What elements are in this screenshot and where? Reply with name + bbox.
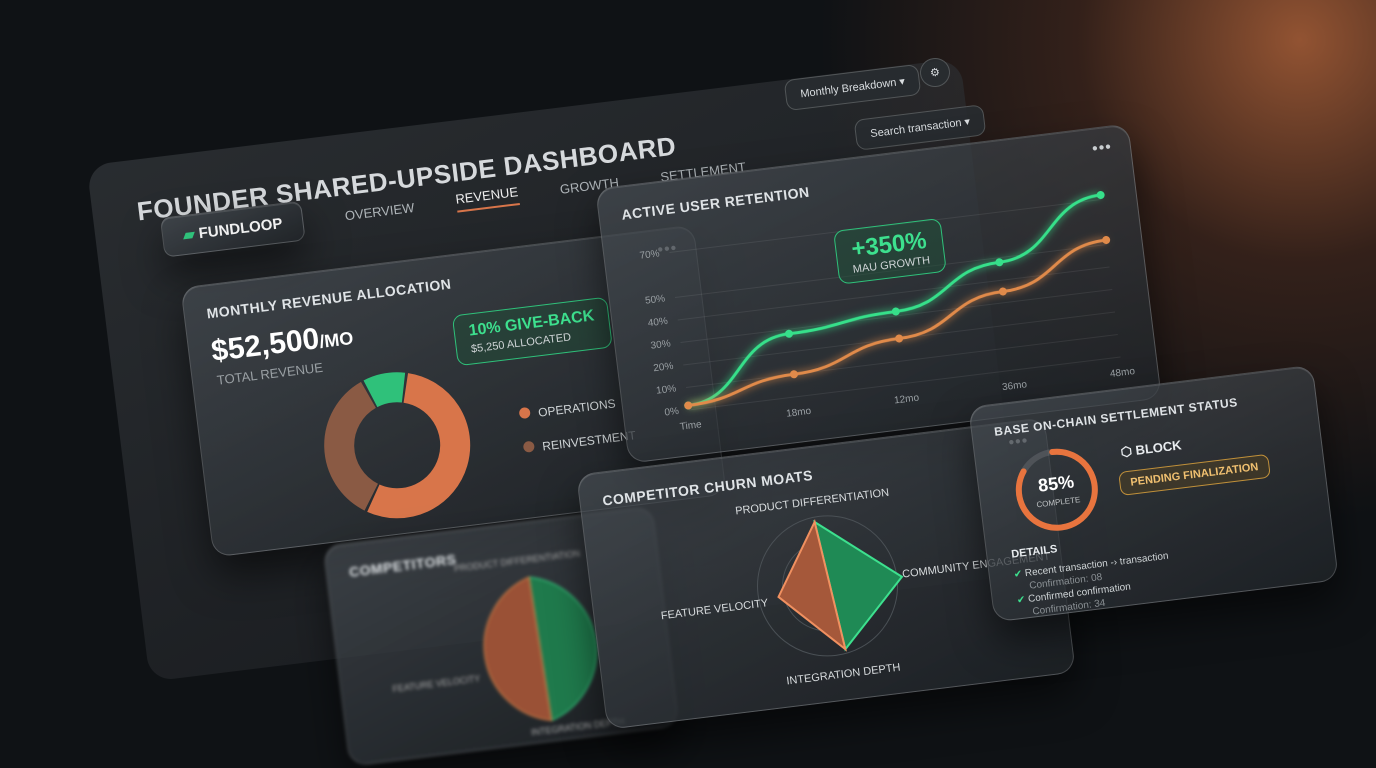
card-title: BASE ON-CHAIN SETTLEMENT STATUS [993,395,1239,439]
ring-progress [1015,448,1098,531]
giveback-callout: 10% GIVE-BACK $5,250 ALLOCATED [451,296,614,367]
status-badge: PENDING FINALIZATION [1118,453,1271,496]
axis-label: PRODUCT DIFFERENTIATION [453,548,580,573]
revenue-card: MONTHLY REVENUE ALLOCATION ••• $52,500/M… [180,224,727,558]
series-point [789,370,798,379]
ring-value: 85% [1037,471,1075,495]
x-tick-label: 36mo [1001,379,1028,393]
legend-swatch [522,440,535,453]
donut-chart [324,372,471,519]
ring-caption: COMPLETE [1036,495,1081,509]
grid-line [685,333,1118,388]
settlement-card: BASE ON-CHAIN SETTLEMENT STATUS 85% COMPL… [968,364,1339,623]
donut-segment [367,373,471,519]
axis-label: FEATURE VELOCITY [660,597,769,622]
series-point [895,334,904,343]
brand-icon: ▰ [182,225,196,245]
donut-segment [363,372,406,408]
series-point [1096,190,1105,199]
x-tick-label: Time [679,419,702,433]
grid-line [688,356,1121,411]
legend-swatch [518,406,531,420]
x-tick-label: 18mo [786,406,813,420]
x-tick-label: 48mo [1109,366,1136,380]
y-tick-label: 40% [647,316,668,329]
amount-unit: /MO [318,327,355,352]
series-point [998,287,1007,296]
brand-text: FUNDLOOP [197,215,284,243]
series-point [1102,235,1111,244]
nav-tab-active[interactable]: REVENUE [454,183,520,213]
line-chart: 0% 10% 20% 30% 40% 50% 70% Time 18mo 12mo 36mo 48mo [639,190,1136,433]
y-tick-label: 10% [656,383,677,396]
revenue-amount: $52,500/MO [209,318,355,369]
axis-label: FEATURE VELOCITY [392,673,481,694]
series-point [891,307,900,316]
menu-dots[interactable]: ••• [1091,138,1113,158]
axis-label: PRODUCT DIFFERENTIATION [735,487,890,518]
nav-tab[interactable]: OVERVIEW [343,199,416,223]
grid-line [680,288,1113,343]
card-title: MONTHLY REVENUE ALLOCATION [205,275,453,322]
retention-card: ACTIVE USER RETENTION ••• 0% 10% 20% 30% 40%… [595,123,1162,464]
x-tick-label: 12mo [894,392,921,406]
y-tick-label: 70% [639,248,660,261]
radar-shape [777,519,848,652]
series-point [995,258,1004,267]
legend-text: REINVESTMENT [541,428,637,454]
donut-segment [324,381,379,511]
grid-line [677,266,1110,321]
block-label: ⬡ BLOCK [1119,437,1183,460]
axis-label: INTEGRATION DEPTH [786,662,901,688]
progress-ring: 85%COMPLETE [1015,448,1098,531]
y-tick-label: 50% [645,293,666,306]
radar-shape [483,576,553,722]
y-tick-label: 30% [650,338,671,351]
details-heading: DETAILS [1010,543,1059,561]
details-list: ✔ Recent transaction -› transaction Confi… [1013,550,1174,621]
series-point [684,401,693,410]
y-tick-label: 0% [664,406,680,419]
filter-text: Monthly Breakdown [799,76,898,101]
search-text: Search transaction [869,116,963,141]
block-text: BLOCK [1134,437,1183,458]
y-tick-label: 20% [653,361,674,374]
legend-text: OPERATIONS [537,396,617,420]
series-point [784,329,793,338]
